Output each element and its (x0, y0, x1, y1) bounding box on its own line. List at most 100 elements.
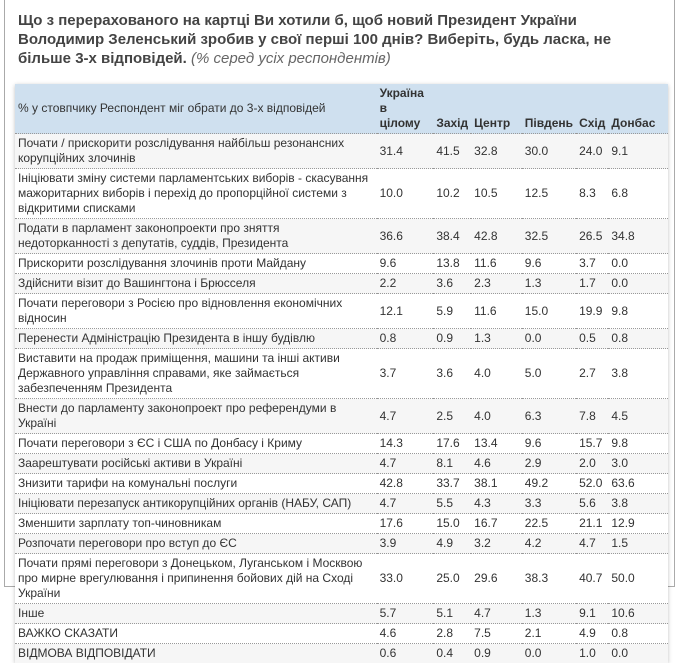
cell-value: 33.7 (433, 474, 471, 494)
cell-value: 10.6 (608, 604, 668, 624)
cell-value: 29.6 (471, 554, 522, 604)
cell-value: 9.1 (608, 134, 668, 169)
cell-value: 5.0 (522, 349, 576, 399)
cell-value: 1.0 (576, 644, 608, 663)
column-header: Схід (576, 84, 608, 134)
row-label: Прискорити розслідування злочинів проти … (15, 254, 377, 274)
cell-value: 0.6 (377, 644, 434, 663)
cell-value: 0.0 (522, 644, 576, 663)
row-label: ВІДМОВА ВІДПОВІДАТИ (15, 644, 377, 663)
cell-value: 6.8 (608, 169, 668, 219)
cell-value: 3.3 (522, 494, 576, 514)
row-label: Зменшити зарплату топ-чиновникам (15, 514, 377, 534)
row-label: Почати переговори з Росією про відновлен… (15, 294, 377, 329)
cell-value: 4.7 (377, 494, 434, 514)
cell-value: 33.0 (377, 554, 434, 604)
cell-value: 4.0 (471, 349, 522, 399)
cell-value: 32.8 (471, 134, 522, 169)
cell-value: 14.3 (377, 434, 434, 454)
cell-value: 3.0 (608, 454, 668, 474)
question-title: Що з перерахованого на картці Ви хотили … (18, 11, 658, 68)
cell-value: 4.7 (377, 399, 434, 434)
cell-value: 4.6 (377, 624, 434, 644)
cell-value: 41.5 (433, 134, 471, 169)
cell-value: 24.0 (576, 134, 608, 169)
cell-value: 22.5 (522, 514, 576, 534)
cell-value: 0.0 (522, 329, 576, 349)
cell-value: 42.8 (471, 219, 522, 254)
cell-value: 4.5 (608, 399, 668, 434)
table-header: % у стовпчику Респондент міг обрати до 3… (15, 84, 668, 134)
cell-value: 0.0 (608, 274, 668, 294)
cell-value: 2.2 (377, 274, 434, 294)
cell-value: 4.9 (576, 624, 608, 644)
cell-value: 9.6 (522, 254, 576, 274)
cell-value: 9.1 (576, 604, 608, 624)
cell-value: 1.3 (471, 329, 522, 349)
cell-value: 4.3 (471, 494, 522, 514)
cell-value: 9.8 (608, 294, 668, 329)
row-label: Почати / прискорити розслідування найбіл… (15, 134, 377, 169)
cell-value: 0.8 (377, 329, 434, 349)
cell-value: 2.1 (522, 624, 576, 644)
row-label: Перенести Адміністрацію Президента в інш… (15, 329, 377, 349)
table-row: Почати переговори з Росією про відновлен… (15, 294, 668, 329)
cell-value: 7.5 (471, 624, 522, 644)
row-label: Інше (15, 604, 377, 624)
row-label: Ініціювати зміну системи парламентських … (15, 169, 377, 219)
table-row: Перенести Адміністрацію Президента в інш… (15, 329, 668, 349)
cell-value: 3.6 (433, 274, 471, 294)
column-header: Донбас (608, 84, 668, 134)
row-label: Виставити на продаж приміщення, машини т… (15, 349, 377, 399)
cell-value: 4.7 (576, 534, 608, 554)
cell-value: 0.9 (433, 329, 471, 349)
cell-value: 11.6 (471, 294, 522, 329)
cell-value: 2.9 (522, 454, 576, 474)
row-label: Внести до парламенту законопроект про ре… (15, 399, 377, 434)
cell-value: 32.5 (522, 219, 576, 254)
cell-value: 0.9 (471, 644, 522, 663)
cell-value: 0.0 (608, 644, 668, 663)
cell-value: 9.6 (377, 254, 434, 274)
cell-value: 40.7 (576, 554, 608, 604)
table-row: Почати переговори з ЄС і США по Донбасу … (15, 434, 668, 454)
column-header: Центр (471, 84, 522, 134)
cell-value: 0.0 (608, 254, 668, 274)
column-header: Південь (522, 84, 576, 134)
cell-value: 0.8 (608, 624, 668, 644)
cell-value: 52.0 (576, 474, 608, 494)
cell-value: 25.0 (433, 554, 471, 604)
cell-value: 5.1 (433, 604, 471, 624)
cell-value: 4.0 (471, 399, 522, 434)
cell-value: 17.6 (377, 514, 434, 534)
cell-value: 6.3 (522, 399, 576, 434)
cell-value: 26.5 (576, 219, 608, 254)
question-note: (% серед усіх респондентів) (191, 50, 391, 67)
cell-value: 4.7 (471, 604, 522, 624)
cell-value: 3.8 (608, 494, 668, 514)
cell-value: 4.2 (522, 534, 576, 554)
cell-value: 13.4 (471, 434, 522, 454)
cell-value: 15.0 (433, 514, 471, 534)
row-label: ВАЖКО СКАЗАТИ (15, 624, 377, 644)
cell-value: 12.5 (522, 169, 576, 219)
cell-value: 0.4 (433, 644, 471, 663)
cell-value: 31.4 (377, 134, 434, 169)
cell-value: 2.8 (433, 624, 471, 644)
cell-value: 2.0 (576, 454, 608, 474)
results-table: % у стовпчику Респондент міг обрати до 3… (15, 84, 668, 663)
table-row: Здійснити візит до Вашингтона і Брюсселя… (15, 274, 668, 294)
cell-value: 9.6 (522, 434, 576, 454)
cell-value: 10.2 (433, 169, 471, 219)
cell-value: 42.8 (377, 474, 434, 494)
cell-value: 38.1 (471, 474, 522, 494)
table-row: Внести до парламенту законопроект про ре… (15, 399, 668, 434)
cell-value: 3.9 (377, 534, 434, 554)
cell-value: 15.7 (576, 434, 608, 454)
row-label: Подати в парламент законопроекти про зня… (15, 219, 377, 254)
